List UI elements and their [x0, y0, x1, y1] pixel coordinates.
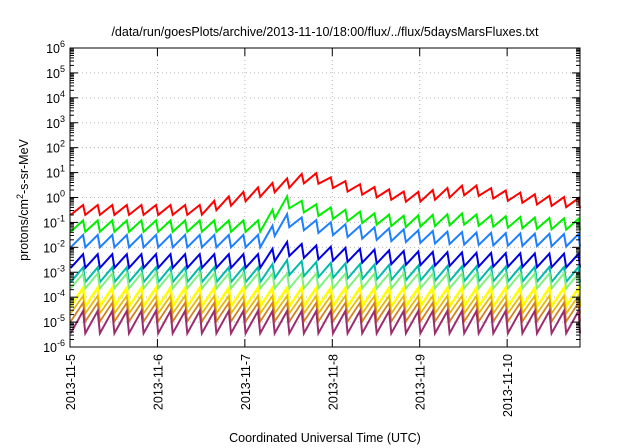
- y-tick-label: 102: [46, 139, 65, 156]
- y-tick-base: 10: [43, 266, 57, 280]
- y-axis-label-main: protons/cm: [17, 199, 31, 261]
- y-tick-label: 10-4: [43, 288, 65, 305]
- y-tick-base: 10: [46, 192, 60, 206]
- y-tick-label: 104: [46, 89, 65, 106]
- y-tick-exp: -6: [57, 338, 65, 348]
- y-tick-base: 10: [43, 216, 57, 230]
- series-line-3: [69, 211, 581, 251]
- y-tick-exp: -4: [57, 288, 65, 298]
- chart-title: /data/run/goesPlots/archive/2013-11-10/1…: [111, 25, 539, 39]
- y-tick-base: 10: [43, 241, 57, 255]
- y-tick-base: 10: [46, 67, 60, 81]
- y-tick-exp: -1: [57, 213, 65, 223]
- y-tick-exp: -2: [57, 238, 65, 248]
- series-line-1: [70, 171, 581, 217]
- y-tick-exp: 5: [60, 64, 65, 74]
- y-tick-exp: 6: [60, 39, 65, 49]
- series-line-6: [69, 271, 581, 291]
- x-tick-label: 2013-11-10: [501, 354, 515, 417]
- y-tick-exp: 1: [60, 164, 65, 174]
- x-tick-label: 2013-11-6: [151, 354, 165, 410]
- x-axis-label: Coordinated Universal Time (UTC): [229, 431, 421, 445]
- x-tick-label: 2013-11-5: [64, 354, 78, 410]
- series-line-2: [70, 193, 581, 235]
- y-tick-label: 10-6: [43, 338, 65, 355]
- y-tick-label: 10-3: [43, 263, 65, 280]
- y-axis-label-sup: 2: [15, 194, 25, 199]
- y-axis-label: protons/cm2-s-sr-MeV: [15, 138, 31, 260]
- series-layer: [69, 171, 582, 337]
- y-tick-label: 103: [46, 114, 65, 131]
- grid: [70, 48, 580, 347]
- y-tick-base: 10: [43, 341, 57, 355]
- y-tick-exp: 0: [60, 189, 65, 199]
- y-tick-exp: 3: [60, 114, 65, 124]
- y-axis: 10-610-510-410-310-210-11001011021031041…: [43, 39, 580, 355]
- y-tick-label: 105: [46, 64, 65, 81]
- y-tick-label: 10-2: [43, 238, 65, 255]
- x-tick-label: 2013-11-9: [414, 354, 428, 410]
- series-line-10: [69, 307, 581, 337]
- x-axis: 2013-11-5 2013-11-6 2013-11-7 2013-11-8 2013…: [64, 48, 515, 417]
- y-tick-base: 10: [46, 92, 60, 106]
- series-line-9: [69, 300, 581, 325]
- y-tick-label: 106: [46, 39, 65, 56]
- y-tick-base: 10: [43, 316, 57, 330]
- y-tick-base: 10: [43, 291, 57, 305]
- series-line-4: [69, 239, 581, 271]
- y-tick-exp: -3: [57, 263, 65, 273]
- x-tick-label: 2013-11-8: [326, 354, 340, 410]
- y-tick-exp: 4: [60, 89, 65, 99]
- y-tick-label: 100: [46, 189, 65, 206]
- y-tick-base: 10: [46, 42, 60, 56]
- y-tick-exp: 2: [60, 139, 65, 149]
- y-tick-base: 10: [46, 117, 60, 131]
- series-line-7: [69, 284, 582, 311]
- y-tick-exp: -5: [57, 313, 65, 323]
- y-tick-label: 101: [46, 164, 65, 181]
- y-tick-label: 10-1: [43, 213, 65, 230]
- y-axis-label-tail: -s-sr-MeV: [17, 138, 31, 194]
- y-tick-base: 10: [46, 167, 60, 181]
- y-tick-label: 10-5: [43, 313, 65, 330]
- x-tick-label: 2013-11-7: [239, 354, 253, 410]
- y-tick-base: 10: [46, 142, 60, 156]
